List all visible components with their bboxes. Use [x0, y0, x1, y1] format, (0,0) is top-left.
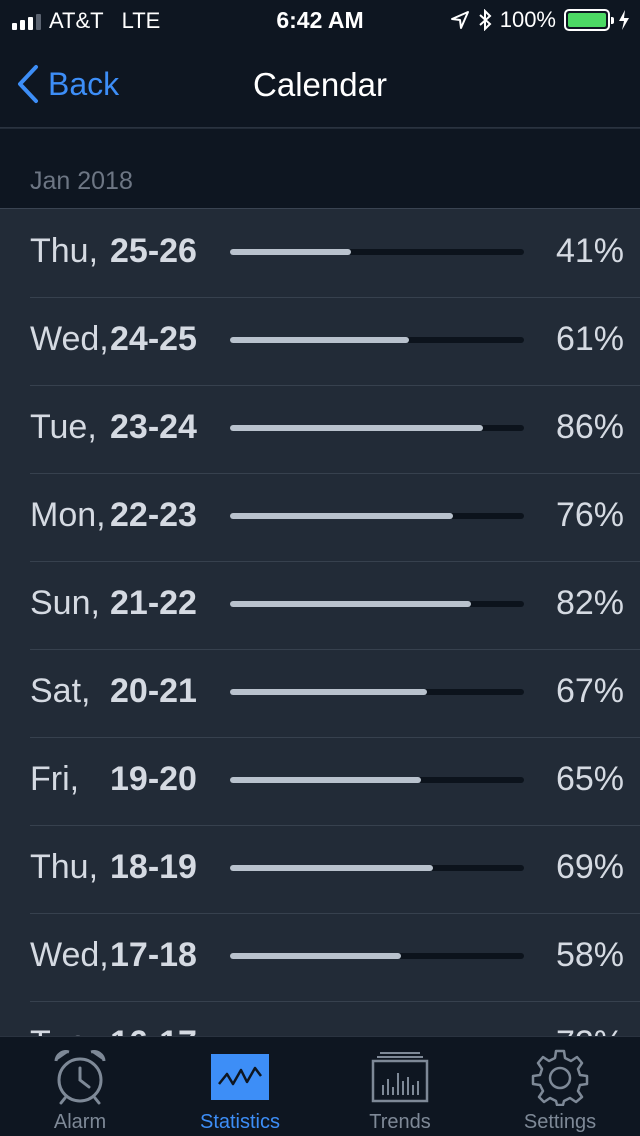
page-title: Calendar [253, 66, 387, 103]
row-date-range: 22-23 [110, 496, 197, 534]
row-date-range: 17-18 [110, 936, 197, 974]
list-item[interactable]: Wed, 17-18 58% [0, 914, 640, 1002]
row-date-range: 24-25 [110, 320, 197, 358]
row-date-range: 25-26 [110, 232, 197, 270]
quality-bar-fill [230, 337, 410, 343]
quality-bar-fill [230, 425, 483, 431]
signal-strength-icon [12, 12, 41, 30]
status-time: 6:42 AM [276, 7, 364, 33]
row-percent: 41% [555, 232, 624, 270]
list-item[interactable]: Thu, 18-19 69% [0, 826, 640, 914]
tab-settings[interactable]: Settings [480, 1037, 640, 1136]
row-date-range: 20-21 [110, 672, 197, 710]
quality-bar-fill [230, 689, 427, 695]
row-percent: 72% [556, 1024, 624, 1036]
quality-bar-fill [230, 865, 433, 871]
quality-bar-fill [230, 513, 454, 519]
back-button[interactable]: Back [16, 64, 119, 104]
row-day-label: Tue, [30, 408, 97, 446]
tab-trends-label: Trends [369, 1111, 431, 1133]
row-date-range: 19-20 [110, 760, 197, 798]
list-item[interactable]: Sat, 20-21 67% [0, 650, 640, 738]
carrier-label: AT&T [49, 8, 104, 33]
status-right: 100% [450, 7, 630, 33]
row-day-label: Sun, [30, 584, 100, 622]
chevron-left-icon [18, 65, 38, 103]
statistics-chart-icon [210, 1049, 270, 1105]
list-item[interactable]: Tue, 23-24 86% [0, 386, 640, 474]
quality-bar-fill [230, 601, 472, 607]
row-percent: 61% [555, 320, 624, 358]
quality-bar-track [230, 865, 524, 871]
quality-bar-track [230, 953, 524, 959]
battery-icon [564, 9, 614, 31]
row-day-label: Thu, [30, 848, 99, 886]
row-percent: 65% [555, 760, 624, 798]
row-percent: 69% [555, 848, 624, 886]
row-percent: 67% [555, 672, 624, 710]
row-date-range: 18-19 [110, 848, 197, 886]
bluetooth-icon [479, 9, 492, 31]
quality-bar-track [230, 777, 524, 783]
quality-bar-track [230, 513, 524, 519]
list-item[interactable]: Mon, 22-23 76% [0, 474, 640, 562]
quality-bar-fill [230, 953, 401, 959]
tab-bar: Alarm Statistics Trends Settings [0, 1036, 640, 1136]
quality-bar-track [230, 249, 524, 255]
row-day-label: Fri, [30, 760, 80, 798]
quality-bar-track [230, 601, 524, 607]
quality-bar-track [230, 689, 524, 695]
row-date-range: 23-24 [110, 408, 197, 446]
status-left: AT&T LTE [12, 8, 160, 34]
list-item[interactable]: Tue, 16-17 72% [0, 1002, 640, 1036]
tab-statistics[interactable]: Statistics [160, 1037, 320, 1136]
list-item[interactable]: Wed, 24-25 61% [0, 298, 640, 386]
row-date-range: 21-22 [110, 584, 197, 622]
alarm-clock-icon [50, 1049, 110, 1105]
row-day-label: Mon, [30, 496, 106, 534]
row-day-label: Thu, [30, 232, 99, 270]
month-label: Jan 2018 [30, 167, 133, 195]
list-item[interactable]: Sun, 21-22 82% [0, 562, 640, 650]
navigation-bar: Back Calendar [0, 40, 640, 128]
tab-alarm[interactable]: Alarm [0, 1037, 160, 1136]
location-arrow-icon [450, 11, 469, 29]
list-item[interactable]: Thu, 25-26 41% [0, 210, 640, 298]
quality-bar-fill [230, 777, 422, 783]
row-percent: 82% [555, 584, 624, 622]
charging-bolt-icon [619, 10, 629, 30]
trends-bars-icon [370, 1049, 430, 1105]
back-label: Back [48, 65, 120, 102]
row-day-label: Wed, [30, 936, 109, 974]
row-day-label: Sat, [30, 672, 91, 710]
tab-alarm-label: Alarm [53, 1111, 107, 1133]
sleep-records-list[interactable]: Thu, 25-26 41% Wed, 24-25 61% Tue, 23-24 86% Mon,… [0, 210, 640, 1036]
tab-settings-label: Settings [523, 1111, 597, 1133]
row-date-range: 16-17 [110, 1024, 197, 1036]
month-section-header: Jan 2018 [0, 129, 640, 209]
row-percent: 76% [555, 496, 624, 534]
quality-bar-track [230, 425, 524, 431]
row-day-label: Wed, [30, 320, 109, 358]
row-day-label: Tue, [30, 1024, 97, 1036]
row-percent: 58% [555, 936, 624, 974]
quality-bar-track [230, 337, 524, 343]
battery-percent: 100% [499, 7, 556, 32]
status-bar: AT&T LTE 6:42 AM 100% [0, 0, 640, 40]
tab-statistics-label: Statistics [199, 1111, 281, 1133]
gear-icon [530, 1049, 590, 1106]
network-label: LTE [121, 8, 161, 33]
tab-trends[interactable]: Trends [320, 1037, 480, 1136]
list-item[interactable]: Fri, 19-20 65% [0, 738, 640, 826]
quality-bar-fill [230, 249, 351, 255]
row-percent: 86% [555, 408, 624, 446]
